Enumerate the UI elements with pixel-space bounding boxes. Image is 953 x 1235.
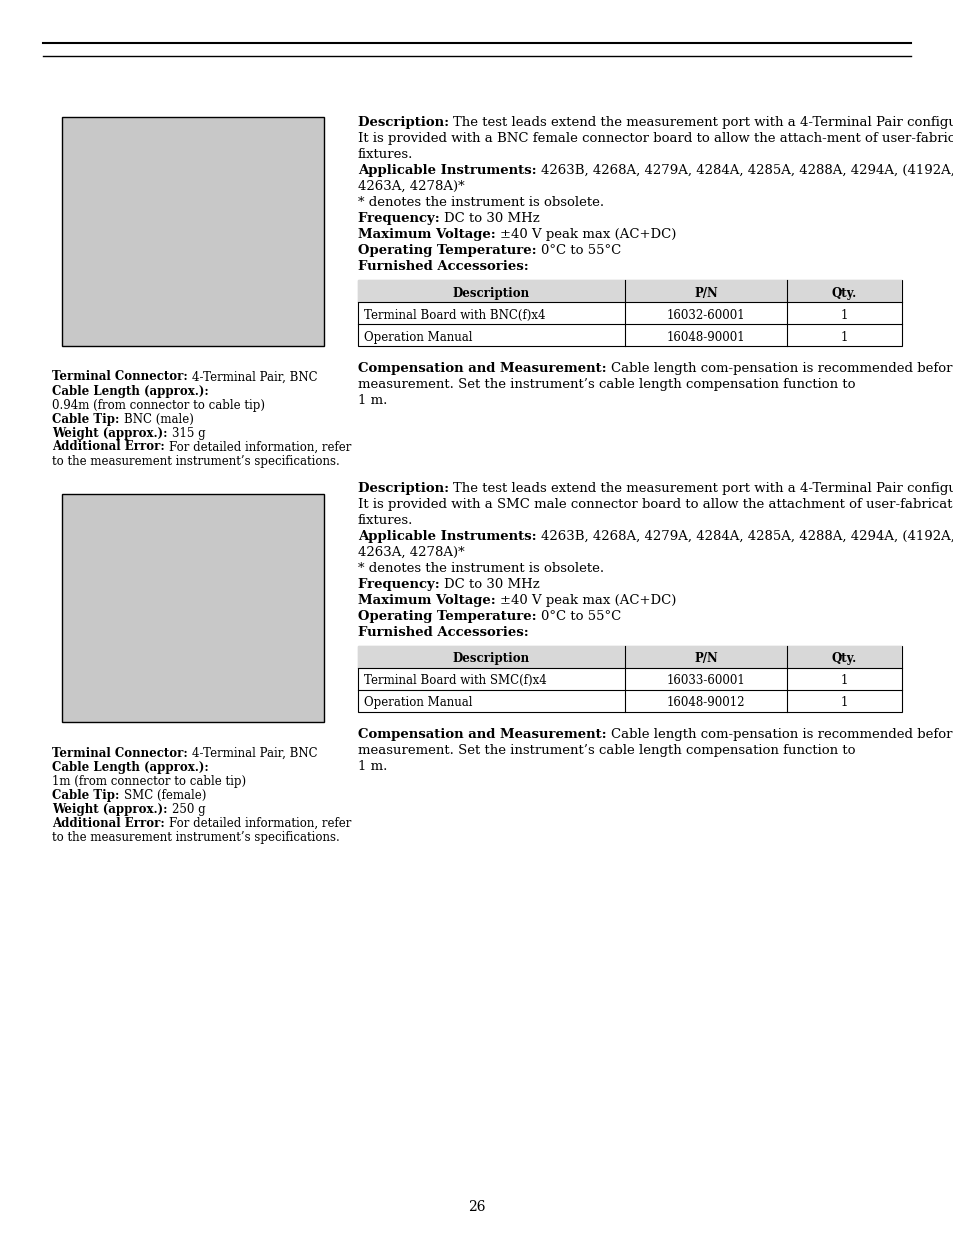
Text: BNC (male): BNC (male) (124, 412, 193, 426)
Text: Furnished Accessories:: Furnished Accessories: (357, 261, 528, 273)
Text: Description:: Description: (357, 482, 453, 495)
Text: DC to 30 MHz: DC to 30 MHz (444, 578, 539, 590)
Text: 1: 1 (840, 697, 847, 709)
Text: Compensation and Measurement:: Compensation and Measurement: (357, 362, 610, 375)
Text: fixtures.: fixtures. (357, 148, 413, 161)
Text: Maximum Voltage:: Maximum Voltage: (357, 594, 499, 606)
Text: Terminal Board with SMC(f)x4: Terminal Board with SMC(f)x4 (363, 674, 546, 687)
Text: Weight (approx.):: Weight (approx.): (52, 426, 172, 440)
Text: 315 g: 315 g (172, 426, 206, 440)
Bar (62, 117, 324, 346)
Text: 16032-60001: 16032-60001 (666, 309, 744, 321)
Text: 16048-90012: 16048-90012 (666, 697, 744, 709)
Text: Applicable Instruments:: Applicable Instruments: (357, 530, 540, 542)
Text: It is provided with a BNC female connector board to allow the attach-ment of use: It is provided with a BNC female connect… (357, 132, 953, 144)
Text: Weight (approx.):: Weight (approx.): (52, 803, 172, 816)
Text: 16033-60001: 16033-60001 (666, 674, 744, 687)
Text: 1: 1 (840, 674, 847, 687)
Text: 26: 26 (468, 1200, 485, 1214)
Text: 1 m.: 1 m. (357, 760, 387, 773)
Text: 1m (from connector to cable tip): 1m (from connector to cable tip) (52, 776, 246, 788)
Text: Additional Error:: Additional Error: (52, 818, 170, 830)
Text: * denotes the instrument is obsolete.: * denotes the instrument is obsolete. (357, 562, 603, 574)
Text: Description: Description (453, 287, 529, 300)
Text: 250 g: 250 g (172, 803, 206, 816)
Text: Terminal Connector:: Terminal Connector: (52, 747, 193, 761)
Text: Description:: Description: (357, 116, 453, 130)
Text: Compensation and Measurement:: Compensation and Measurement: (357, 727, 610, 741)
Text: * denotes the instrument is obsolete.: * denotes the instrument is obsolete. (357, 196, 603, 209)
Text: 0.94m (from connector to cable tip): 0.94m (from connector to cable tip) (52, 399, 265, 411)
Text: Cable Length (approx.):: Cable Length (approx.): (52, 384, 209, 398)
Text: Cable length com-pensation is recommended before: Cable length com-pensation is recommende… (610, 727, 953, 741)
Text: ±40 V peak max (AC+DC): ±40 V peak max (AC+DC) (499, 228, 676, 241)
Text: to the measurement instrument’s specifications.: to the measurement instrument’s specific… (52, 831, 340, 845)
Text: SMC (female): SMC (female) (124, 789, 206, 803)
Text: Applicable Instruments:: Applicable Instruments: (357, 164, 540, 177)
Text: 4-Terminal Pair, BNC: 4-Terminal Pair, BNC (193, 747, 317, 761)
Text: fixtures.: fixtures. (357, 514, 413, 526)
Text: Cable Tip:: Cable Tip: (52, 412, 124, 426)
Text: DC to 30 MHz: DC to 30 MHz (444, 212, 539, 225)
Text: Furnished Accessories:: Furnished Accessories: (357, 626, 528, 638)
Text: 1 m.: 1 m. (357, 394, 387, 408)
Text: Operating Temperature:: Operating Temperature: (357, 610, 540, 622)
Text: For detailed information, refer: For detailed information, refer (170, 818, 352, 830)
Text: Frequency:: Frequency: (357, 212, 444, 225)
Text: Terminal Board with BNC(f)x4: Terminal Board with BNC(f)x4 (363, 309, 545, 321)
Text: 1: 1 (840, 309, 847, 321)
Text: Operation Manual: Operation Manual (363, 331, 472, 343)
Bar (357, 280, 901, 346)
Bar (357, 646, 901, 668)
Text: Cable Tip:: Cable Tip: (52, 789, 124, 803)
Text: measurement. Set the instrument’s cable length compensation function to: measurement. Set the instrument’s cable … (357, 743, 854, 757)
Text: Cable Length (approx.):: Cable Length (approx.): (52, 761, 209, 774)
Text: 4263A, 4278A)*: 4263A, 4278A)* (357, 546, 464, 558)
Text: Operating Temperature:: Operating Temperature: (357, 245, 540, 257)
Text: to the measurement instrument’s specifications.: to the measurement instrument’s specific… (52, 454, 340, 468)
Text: The test leads extend the measurement port with a 4-Terminal Pair configuration.: The test leads extend the measurement po… (453, 482, 953, 495)
Text: 4263A, 4278A)*: 4263A, 4278A)* (357, 180, 464, 193)
Bar (62, 494, 324, 722)
Text: ±40 V peak max (AC+DC): ±40 V peak max (AC+DC) (499, 594, 676, 606)
Text: Frequency:: Frequency: (357, 578, 444, 590)
Text: Operation Manual: Operation Manual (363, 697, 472, 709)
Text: 0°C to 55°C: 0°C to 55°C (540, 245, 620, 257)
Text: Qty.: Qty. (831, 652, 856, 666)
Bar (357, 646, 901, 711)
Text: measurement. Set the instrument’s cable length compensation function to: measurement. Set the instrument’s cable … (357, 378, 854, 391)
Text: Description: Description (453, 652, 529, 666)
Text: P/N: P/N (694, 287, 717, 300)
Text: Terminal Connector:: Terminal Connector: (52, 370, 193, 384)
Bar (357, 280, 901, 303)
Text: Cable length com-pensation is recommended before: Cable length com-pensation is recommende… (610, 362, 953, 375)
Text: Qty.: Qty. (831, 287, 856, 300)
Text: 0°C to 55°C: 0°C to 55°C (540, 610, 620, 622)
Text: 4263B, 4268A, 4279A, 4284A, 4285A, 4288A, 4294A, (4192A, 4194A,: 4263B, 4268A, 4279A, 4284A, 4285A, 4288A… (540, 164, 953, 177)
Text: 1: 1 (840, 331, 847, 343)
Text: 4-Terminal Pair, BNC: 4-Terminal Pair, BNC (193, 370, 317, 384)
Text: P/N: P/N (694, 652, 717, 666)
Text: 16048-90001: 16048-90001 (666, 331, 744, 343)
Text: It is provided with a SMC male connector board to allow the attachment of user-f: It is provided with a SMC male connector… (357, 498, 953, 510)
Text: The test leads extend the measurement port with a 4-Terminal Pair configuration.: The test leads extend the measurement po… (453, 116, 953, 130)
Text: Maximum Voltage:: Maximum Voltage: (357, 228, 499, 241)
Text: For detailed information, refer: For detailed information, refer (170, 441, 352, 453)
Text: 4263B, 4268A, 4279A, 4284A, 4285A, 4288A, 4294A, (4192A, 4194A,: 4263B, 4268A, 4279A, 4284A, 4285A, 4288A… (540, 530, 953, 542)
Text: Additional Error:: Additional Error: (52, 441, 170, 453)
